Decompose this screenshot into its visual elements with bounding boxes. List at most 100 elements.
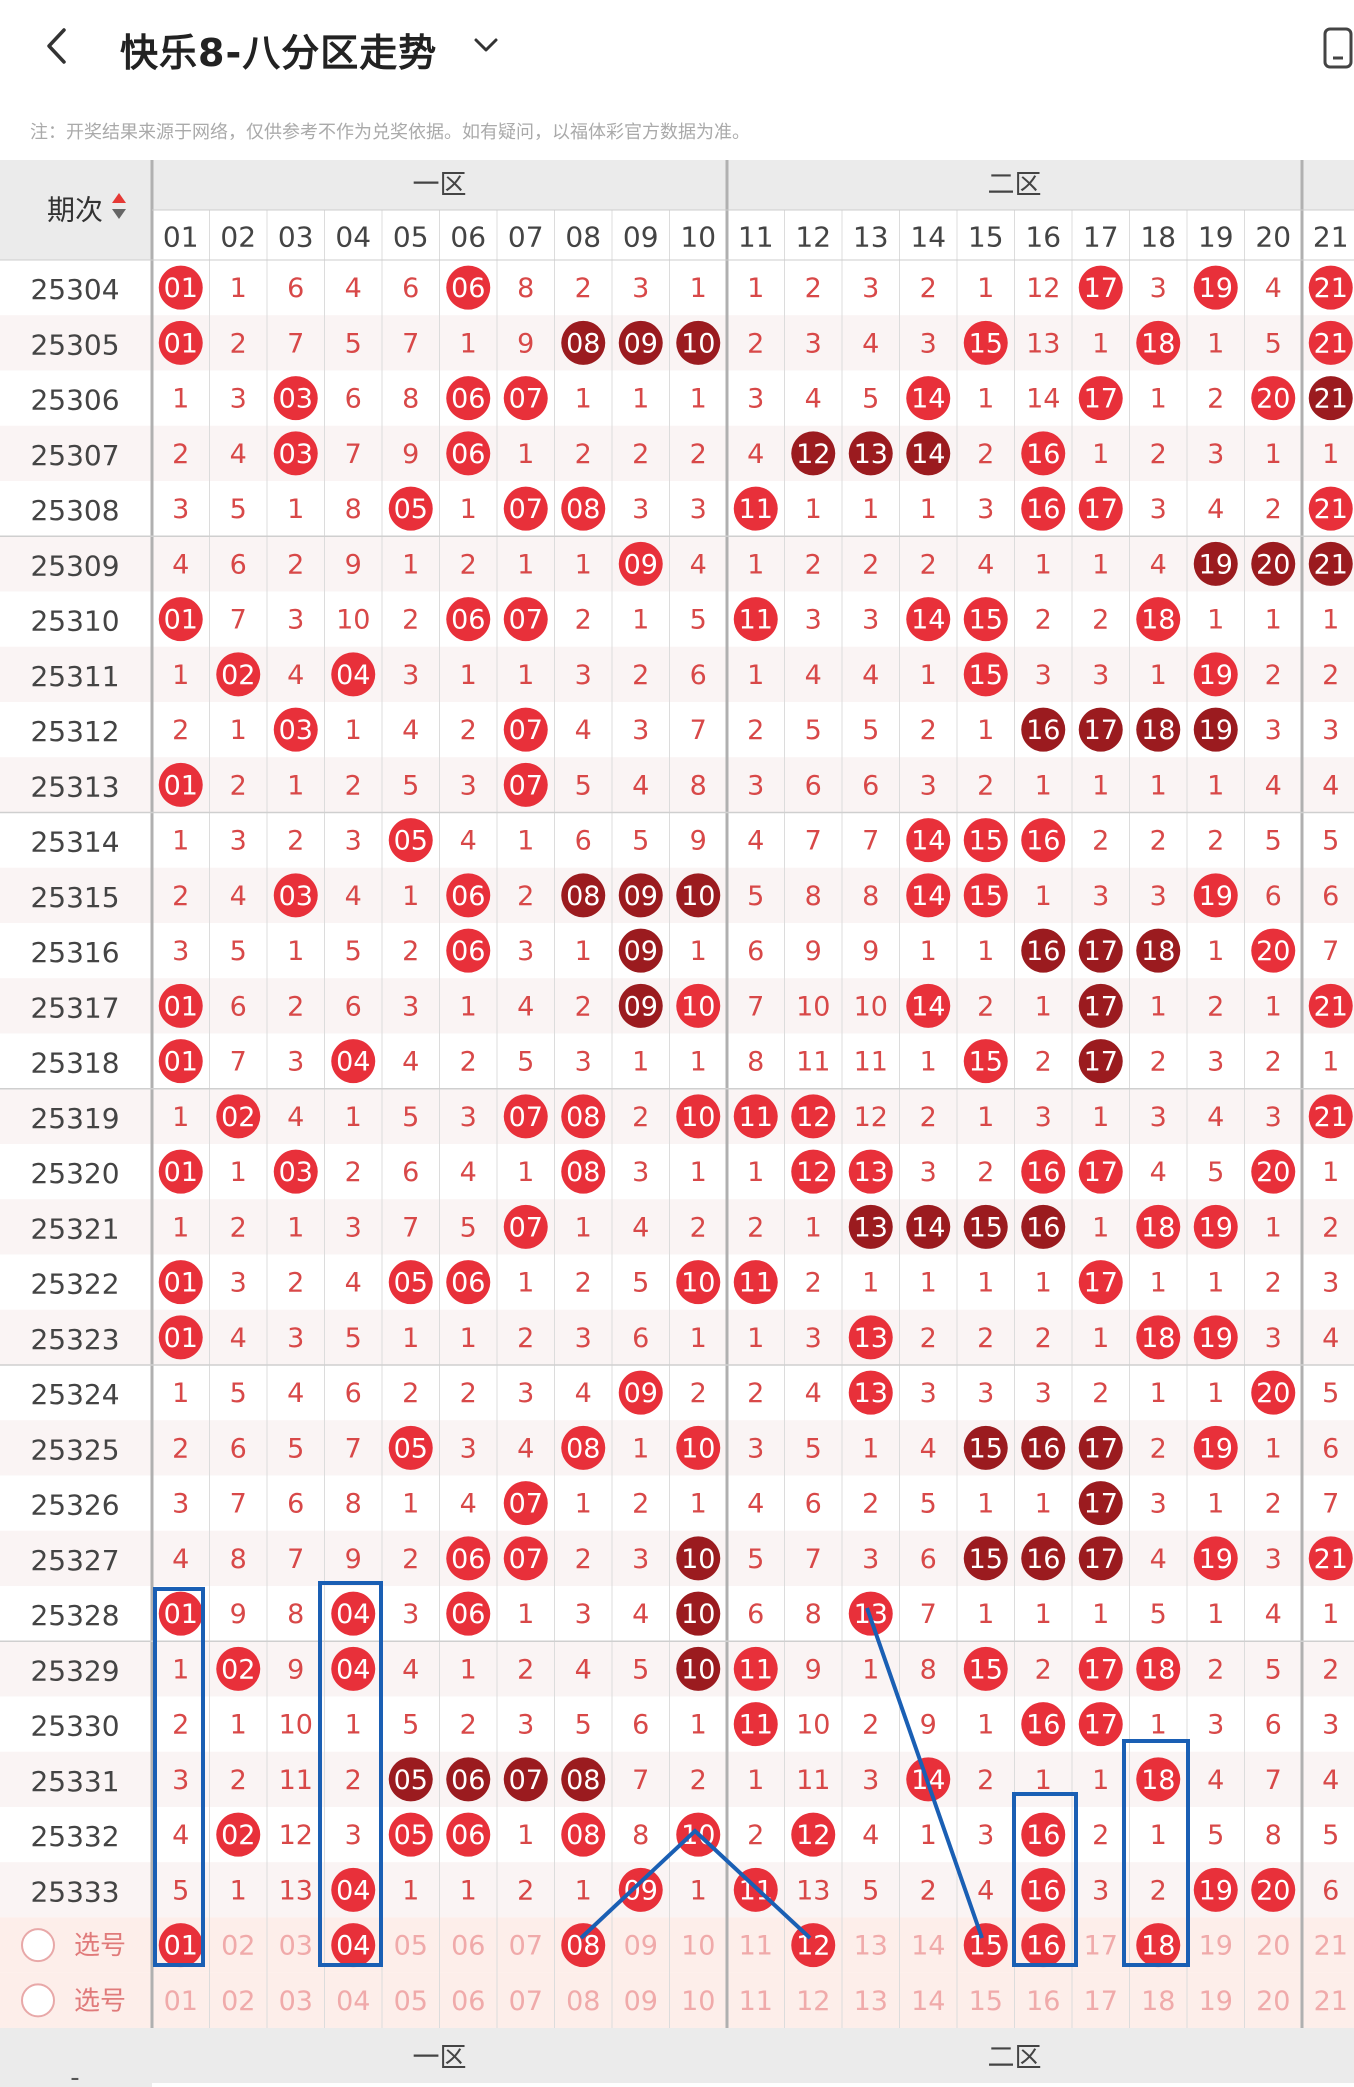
select-number[interactable]: 07: [509, 1931, 543, 1962]
hit-number: 16: [1026, 1820, 1060, 1851]
select-number[interactable]: 02: [221, 1931, 255, 1962]
miss-count: 2: [1265, 1047, 1282, 1078]
page-title[interactable]: 快乐8-八分区走势: [120, 31, 438, 75]
sort-updown-icon[interactable]: [112, 193, 126, 219]
select-number[interactable]: 02: [221, 1986, 255, 2017]
select-number[interactable]: 05: [394, 1986, 428, 2017]
miss-count: 2: [977, 1323, 994, 1354]
select-number[interactable]: 17: [1084, 1986, 1118, 2017]
select-number[interactable]: 21: [1314, 1986, 1348, 2017]
hit-ball: [1193, 1867, 1238, 1912]
miss-count: 4: [1322, 1765, 1339, 1796]
miss-count: 5: [287, 1433, 304, 1464]
table-row: 25317 01 6 2 6 3 1 4 2 09 10 7 10 10 14 2 1 17 1 2 1 21: [0, 978, 1354, 1034]
miss-count: 5: [805, 715, 822, 746]
miss-count: 4: [1322, 770, 1339, 801]
select-number[interactable]: 10: [681, 1931, 715, 1962]
miss-count: 1: [632, 605, 649, 636]
select-number[interactable]: 09: [624, 1931, 658, 1962]
select-number[interactable]: 18: [1141, 1986, 1175, 2017]
hit-number: 11: [739, 1102, 773, 1133]
select-number[interactable]: 15: [969, 1986, 1003, 2017]
select-number[interactable]: 14: [911, 1931, 945, 1962]
table-row: 25316 3 5 1 5 2 06 3 1 09 1 6 9 9 1 1 16 17 18 1 20 7: [30, 928, 1339, 973]
miss-count: 1: [920, 660, 937, 691]
table-row: 25320 01 1 03 2 6 4 1 08 3 1 1 12 13 3 2 16 17 4 5 20 1: [30, 1149, 1339, 1194]
select-number[interactable]: 11: [739, 1986, 773, 2017]
select-number[interactable]: 16: [1026, 1986, 1060, 2017]
miss-count: 3: [402, 660, 419, 691]
select-number[interactable]: 14: [911, 1986, 945, 2017]
select-number[interactable]: 17: [1084, 1931, 1118, 1962]
zone-label: 二区: [988, 2043, 1042, 2074]
miss-count: 2: [977, 1765, 994, 1796]
hit-ball: [446, 1591, 491, 1636]
miss-count: 1: [1035, 1268, 1052, 1299]
miss-count: 1: [172, 826, 189, 857]
column-number-label: 11: [738, 221, 774, 254]
miss-count: 4: [230, 1323, 247, 1354]
column-number-label: 14: [910, 221, 946, 254]
miss-count: 1: [1092, 1765, 1109, 1796]
miss-count: 8: [920, 1654, 937, 1685]
hit-number: 17: [1084, 273, 1118, 304]
select-number[interactable]: 06: [451, 1931, 485, 1962]
select-number[interactable]: 21: [1314, 1931, 1348, 1962]
miss-count: 4: [575, 1654, 592, 1685]
select-number[interactable]: 13: [854, 1931, 888, 1962]
select-number[interactable]: 03: [279, 1986, 313, 2017]
radio-icon[interactable]: [21, 1928, 55, 1963]
miss-count: 2: [230, 1765, 247, 1796]
chevron-down-icon[interactable]: [472, 34, 500, 56]
picked-number: 18: [1141, 1931, 1175, 1962]
hit-ball: [503, 707, 548, 752]
picked-number: 04: [336, 1931, 370, 1962]
miss-count: 6: [402, 273, 419, 304]
hit-number: 18: [1141, 328, 1175, 359]
select-number[interactable]: 09: [624, 1986, 658, 2017]
hit-number: 09: [624, 549, 658, 580]
select-number[interactable]: 04: [336, 1986, 370, 2017]
hit-ball: [1078, 1039, 1123, 1084]
hit-number: 07: [509, 1544, 543, 1575]
miss-count: 4: [805, 384, 822, 415]
select-number[interactable]: 13: [854, 1986, 888, 2017]
miss-count: 1: [862, 494, 879, 525]
select-number[interactable]: 07: [509, 1986, 543, 2017]
miss-count: 7: [402, 328, 419, 359]
miss-count: 3: [805, 605, 822, 636]
select-number[interactable]: 06: [451, 1986, 485, 2017]
miss-count: 10: [796, 1710, 830, 1741]
hit-ball: [618, 983, 663, 1028]
miss-count: 3: [460, 1433, 477, 1464]
hit-number: 20: [1256, 549, 1290, 580]
table-row: 25326 3 7 6 8 1 4 07 1 2 1 4 6 2 5 1 1 17 3 1 2 7: [30, 1481, 1339, 1526]
radio-icon[interactable]: [21, 1983, 55, 2018]
miss-count: 1: [517, 1599, 534, 1630]
select-number[interactable]: 08: [566, 1986, 600, 2017]
miss-count: 3: [1092, 881, 1109, 912]
bottom-number-bg: [152, 2083, 1354, 2087]
miss-count: 1: [1265, 439, 1282, 470]
hit-ball: [963, 873, 1008, 918]
select-number[interactable]: 03: [279, 1931, 313, 1962]
select-number[interactable]: 11: [739, 1931, 773, 1962]
miss-count: 2: [172, 1710, 189, 1741]
select-number[interactable]: 12: [796, 1986, 830, 2017]
select-number[interactable]: 19: [1199, 1986, 1233, 2017]
miss-count: 1: [230, 715, 247, 746]
select-number[interactable]: 20: [1256, 1986, 1290, 2017]
select-number[interactable]: 01: [164, 1986, 198, 2017]
chevron-left-icon[interactable]: [44, 26, 70, 66]
hit-ball: [158, 320, 203, 365]
phone-rotate-icon[interactable]: [1322, 24, 1354, 70]
select-number[interactable]: 20: [1256, 1931, 1290, 1962]
select-number[interactable]: 05: [394, 1931, 428, 1962]
column-number-label: 06: [450, 221, 486, 254]
select-number[interactable]: 10: [681, 1986, 715, 2017]
select-number[interactable]: 19: [1199, 1931, 1233, 1962]
table-row: 25331 3 2 11 2 05 06 07 08 7 2 1 11 3 14 2 1 1 18 4 7 4: [0, 1751, 1354, 1807]
hit-ball: [1193, 541, 1238, 586]
hit-number: 10: [681, 1820, 715, 1851]
miss-count: 7: [747, 991, 764, 1022]
